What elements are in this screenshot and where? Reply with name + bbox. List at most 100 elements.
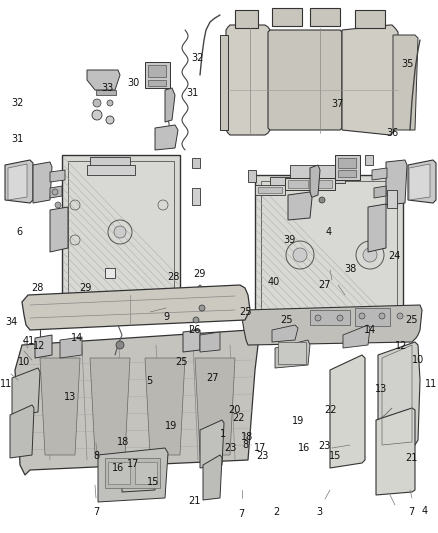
Polygon shape — [330, 355, 365, 468]
Text: 25: 25 — [406, 315, 418, 325]
Text: 40: 40 — [268, 278, 280, 287]
Polygon shape — [368, 204, 386, 252]
Text: 14: 14 — [364, 326, 376, 335]
Text: 11: 11 — [425, 379, 438, 389]
Text: 28: 28 — [31, 283, 43, 293]
Polygon shape — [122, 462, 157, 492]
Bar — [90, 157, 130, 169]
Polygon shape — [87, 165, 135, 175]
Polygon shape — [355, 10, 385, 28]
Circle shape — [397, 313, 403, 319]
Circle shape — [315, 315, 321, 321]
Bar — [312, 180, 332, 188]
Circle shape — [52, 189, 58, 195]
Text: 33: 33 — [101, 83, 113, 93]
Text: 30: 30 — [127, 78, 140, 87]
Circle shape — [293, 248, 307, 262]
Polygon shape — [50, 207, 68, 252]
Polygon shape — [192, 188, 200, 205]
Text: 13: 13 — [375, 384, 387, 394]
Bar — [310, 310, 350, 325]
Polygon shape — [409, 164, 430, 200]
Bar — [135, 462, 157, 484]
Circle shape — [379, 313, 385, 319]
Text: 6: 6 — [17, 227, 23, 237]
Polygon shape — [145, 358, 185, 455]
Text: 34: 34 — [5, 318, 17, 327]
Polygon shape — [343, 325, 370, 348]
Polygon shape — [200, 332, 220, 352]
Polygon shape — [165, 88, 175, 122]
Text: 31: 31 — [187, 88, 199, 98]
Polygon shape — [98, 448, 168, 502]
Polygon shape — [268, 30, 342, 130]
Bar — [62, 155, 180, 310]
Text: 3: 3 — [317, 507, 323, 516]
Text: 13: 13 — [64, 392, 76, 402]
Text: 8: 8 — [93, 451, 99, 461]
Polygon shape — [90, 358, 130, 455]
Polygon shape — [22, 285, 250, 330]
Polygon shape — [393, 35, 418, 130]
Text: 19: 19 — [292, 416, 304, 426]
Text: 25: 25 — [281, 315, 293, 325]
Polygon shape — [12, 368, 40, 416]
Text: 9: 9 — [163, 312, 170, 322]
Circle shape — [55, 202, 61, 208]
Text: 23: 23 — [318, 441, 330, 451]
Circle shape — [92, 110, 102, 120]
Text: 19: 19 — [165, 422, 177, 431]
Text: 29: 29 — [79, 283, 92, 293]
Text: 7: 7 — [409, 507, 415, 516]
Text: 22: 22 — [233, 414, 245, 423]
Bar — [338, 170, 356, 177]
Text: 41: 41 — [22, 336, 35, 346]
Polygon shape — [50, 186, 62, 198]
Polygon shape — [192, 158, 200, 168]
Bar — [258, 187, 282, 193]
Circle shape — [106, 116, 114, 124]
Text: 22: 22 — [325, 406, 337, 415]
Text: 12: 12 — [33, 342, 46, 351]
Polygon shape — [226, 25, 270, 135]
Bar — [290, 165, 345, 183]
Polygon shape — [10, 405, 34, 458]
Text: 14: 14 — [71, 334, 83, 343]
Polygon shape — [195, 358, 235, 455]
Polygon shape — [203, 455, 222, 500]
Text: 21: 21 — [406, 454, 418, 463]
Polygon shape — [183, 330, 200, 352]
Circle shape — [359, 313, 365, 319]
Text: 20: 20 — [228, 406, 240, 415]
Bar — [148, 65, 166, 77]
Polygon shape — [248, 170, 256, 182]
Circle shape — [363, 248, 377, 262]
Bar — [338, 158, 356, 168]
Polygon shape — [288, 192, 312, 220]
Text: 16: 16 — [298, 443, 311, 453]
Polygon shape — [33, 162, 52, 203]
Polygon shape — [242, 305, 422, 345]
Text: 31: 31 — [11, 134, 24, 143]
Circle shape — [193, 317, 199, 323]
Polygon shape — [35, 335, 52, 358]
Polygon shape — [285, 178, 335, 190]
Polygon shape — [255, 185, 285, 195]
Bar — [105, 458, 160, 488]
Polygon shape — [40, 358, 80, 455]
Bar — [255, 175, 403, 335]
Circle shape — [93, 99, 101, 107]
Polygon shape — [155, 125, 178, 150]
Polygon shape — [105, 268, 115, 278]
Text: 17: 17 — [254, 443, 267, 453]
Circle shape — [337, 315, 343, 321]
Polygon shape — [386, 160, 407, 205]
Bar — [270, 177, 305, 189]
Text: 16: 16 — [112, 463, 124, 473]
Bar — [96, 90, 116, 95]
Circle shape — [114, 226, 126, 238]
Text: 35: 35 — [401, 59, 413, 69]
Text: 7: 7 — [93, 507, 99, 516]
Text: 25: 25 — [176, 358, 188, 367]
Polygon shape — [8, 164, 27, 200]
